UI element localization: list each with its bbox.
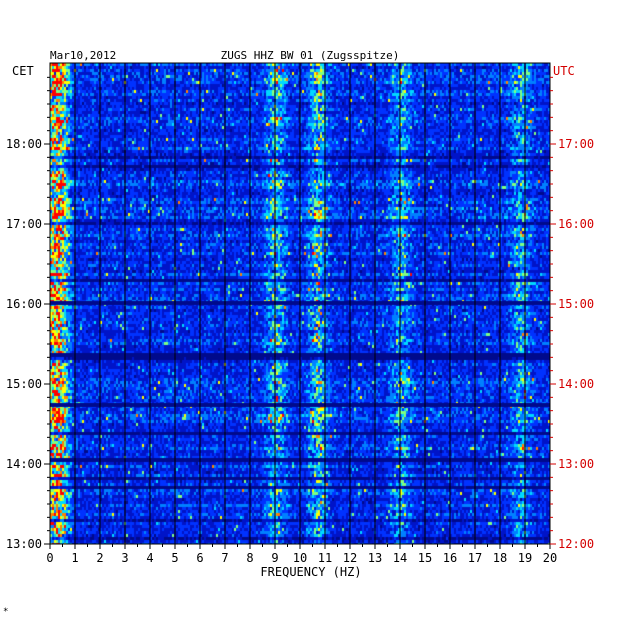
- utc-tick-label: 14:00: [558, 377, 594, 391]
- cet-tick-label: 18:00: [6, 137, 42, 151]
- x-tick-label: 12: [343, 551, 357, 565]
- left-axis-label: CET: [12, 64, 34, 78]
- x-tick-label: 4: [146, 551, 153, 565]
- utc-tick-label: 16:00: [558, 217, 594, 231]
- cet-tick-label: 17:00: [6, 217, 42, 231]
- cet-tick-label: 13:00: [6, 537, 42, 551]
- x-tick-label: 7: [221, 551, 228, 565]
- x-tick-label: 20: [543, 551, 557, 565]
- x-tick-label: 19: [518, 551, 532, 565]
- x-tick-label: 17: [468, 551, 482, 565]
- utc-tick-label: 17:00: [558, 137, 594, 151]
- x-tick-label: 2: [96, 551, 103, 565]
- cet-tick-label: 15:00: [6, 377, 42, 391]
- right-axis-label: UTC: [553, 64, 575, 78]
- x-tick-label: 11: [318, 551, 332, 565]
- utc-tick-label: 15:00: [558, 297, 594, 311]
- footnote-mark: *: [3, 607, 8, 617]
- chart-date: Mar10,2012: [50, 49, 116, 62]
- x-tick-label: 0: [46, 551, 53, 565]
- x-tick-label: 8: [246, 551, 253, 565]
- x-tick-label: 13: [368, 551, 382, 565]
- x-tick-label: 10: [293, 551, 307, 565]
- utc-tick-label: 13:00: [558, 457, 594, 471]
- frequency-grid: [49, 62, 551, 545]
- x-tick-label: 18: [493, 551, 507, 565]
- x-tick-label: 3: [121, 551, 128, 565]
- x-axis-ticks: 0 1 2 3 4 5 6 7 8 9 10 11 12 13 14 15 16 17 18 19 20: [46, 544, 557, 565]
- x-tick-label: 5: [171, 551, 178, 565]
- cet-tick-label: 16:00: [6, 297, 42, 311]
- x-tick-label: 14: [393, 551, 407, 565]
- x-tick-label: 1: [71, 551, 78, 565]
- utc-tick-label: 12:00: [558, 537, 594, 551]
- cet-tick-label: 14:00: [6, 457, 42, 471]
- x-axis-label: FREQUENCY (HZ): [260, 565, 361, 579]
- chart-title: ZUGS HHZ BW 01 (Zugsspitze): [221, 49, 400, 62]
- x-tick-label: 9: [271, 551, 278, 565]
- x-tick-label: 16: [443, 551, 457, 565]
- x-tick-label: 15: [418, 551, 432, 565]
- x-tick-label: 6: [196, 551, 203, 565]
- y-axis-ticks: 18:00 17:00 17:00 16:00 16:00 15:00 15:00 14:00…: [6, 76, 594, 551]
